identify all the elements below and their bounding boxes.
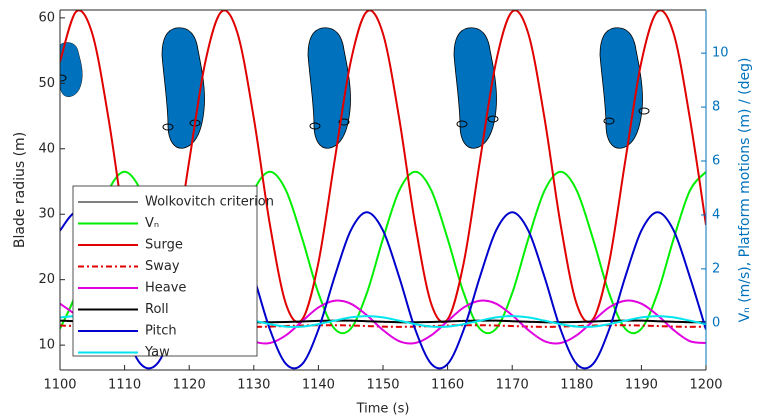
y2-tick-label: 10 [712,46,729,61]
legend-label: Roll [145,302,169,317]
y-axis-label: Blade radius (m) [12,132,28,248]
legend-label: Sway [145,259,180,274]
legend-label: Wolkovitch criterion [145,195,274,210]
x-tick-label: 1140 [302,378,335,393]
blade-shapes [60,27,650,149]
x-tick-label: 1130 [237,378,270,393]
y2-tick-label: 2 [712,261,720,276]
y2-tick-label: 6 [712,154,720,169]
x-tick-label: 1200 [689,378,722,393]
criterion-marker [603,117,615,125]
legend-label: Heave [145,281,186,296]
legend-label: Pitch [145,324,177,339]
y2-tick-label: 8 [712,100,720,115]
blade-shape [307,27,352,149]
y-tick-label: 10 [38,338,55,353]
blade-shape [60,42,83,98]
criterion-marker [456,120,468,128]
criterion-marker [338,118,350,126]
y-tick-label: 30 [38,207,55,222]
criterion-marker [162,123,174,131]
y-tick-label: 60 [38,10,55,25]
x-tick-label: 1160 [431,378,464,393]
legend-box [72,185,258,357]
x-tick-label: 1100 [43,378,76,393]
criterion-marker [60,74,67,82]
criterion-marker [309,122,321,130]
y-tick-label: 50 [38,76,55,91]
x-axis-label: Time (s) [356,402,410,417]
x-tick-label: 1150 [366,378,399,393]
legend: Wolkovitch criterion Vₙ Surge Sway Heave Roll… [72,185,274,360]
y2-axis-label: Vₙ (m/s), Platform motions (m) / (deg) [737,58,753,323]
x-tick-label: 1120 [173,378,206,393]
y2-tick-label: 0 [712,315,720,330]
y2-tick-label: 4 [712,207,720,222]
criterion-marker [638,107,650,115]
legend-label: Yaw [144,345,170,360]
blade-shape [453,27,498,149]
legend-label: Vₙ [145,216,159,231]
y-tick-label: 20 [38,272,55,287]
legend-label: Surge [145,238,183,253]
y-tick-label: 40 [38,141,55,156]
x-tick-label: 1190 [625,378,658,393]
x-tick-label: 1180 [560,378,593,393]
x-tick-label: 1170 [496,378,529,393]
criterion-marker [487,115,499,123]
x-tick-label: 1110 [108,378,141,393]
